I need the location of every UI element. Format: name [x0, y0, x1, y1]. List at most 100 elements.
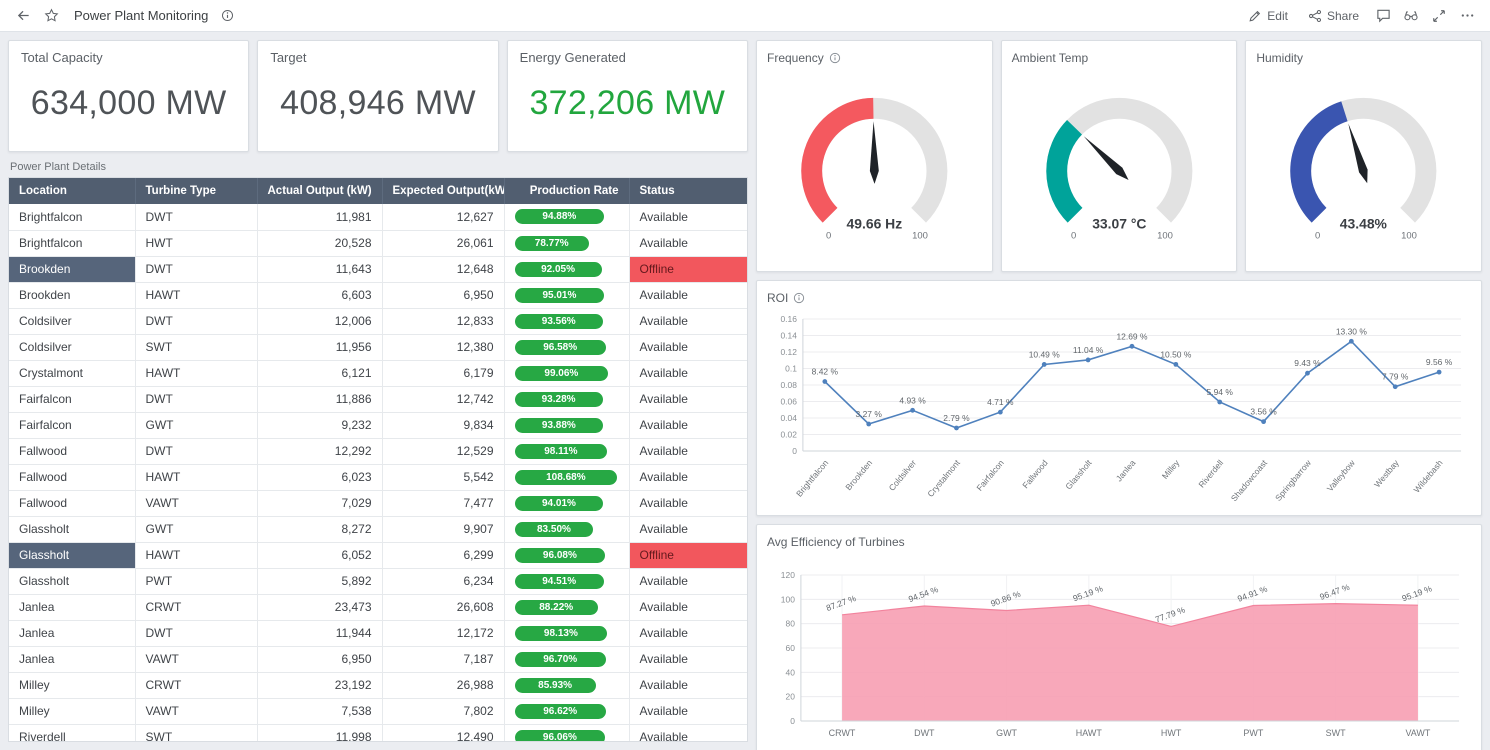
- table-row[interactable]: Janlea DWT 11,944 12,172 98.13% Available: [9, 620, 747, 647]
- table-row[interactable]: Fallwood DWT 12,292 12,529 98.11% Available: [9, 438, 747, 465]
- back-button[interactable]: [10, 4, 36, 28]
- cell-expected-output: 12,833: [382, 308, 505, 335]
- svg-text:9.43 %: 9.43 %: [1294, 358, 1321, 368]
- svg-text:13.30 %: 13.30 %: [1336, 326, 1368, 336]
- roi-point: [1041, 362, 1047, 367]
- cell-actual-output: 6,052: [257, 542, 383, 569]
- table-row[interactable]: Janlea VAWT 6,950 7,187 96.70% Available: [9, 646, 747, 673]
- views-button[interactable]: [1398, 4, 1424, 28]
- production-rate-pill: 96.06%: [514, 729, 606, 741]
- cell-expected-output: 7,187: [382, 646, 505, 673]
- svg-text:Brightfalcon: Brightfalcon: [794, 458, 831, 499]
- svg-text:11.04 %: 11.04 %: [1073, 345, 1104, 355]
- cell-production-rate: 94.88%: [504, 204, 630, 231]
- cell-actual-output: 11,956: [257, 334, 383, 361]
- production-rate-pill: 83.50%: [514, 521, 594, 537]
- table-row[interactable]: Brookden DWT 11,643 12,648 92.05% Offline: [9, 256, 747, 283]
- production-rate-pill: 92.05%: [514, 261, 602, 277]
- svg-text:100: 100: [912, 231, 928, 242]
- column-header-location[interactable]: Location: [9, 178, 136, 204]
- svg-text:90.86 %: 90.86 %: [989, 588, 1022, 608]
- fullscreen-button[interactable]: [1426, 4, 1452, 28]
- column-header-expected-output-kw[interactable]: Expected Output(kW): [382, 178, 505, 204]
- table-row[interactable]: Crystalmont HAWT 6,121 6,179 99.06% Available: [9, 360, 747, 387]
- roi-info-button[interactable]: [793, 292, 805, 304]
- column-header-production-rate[interactable]: Production Rate: [504, 178, 630, 204]
- cell-status: Available: [629, 724, 747, 741]
- cell-status: Available: [629, 698, 747, 725]
- cell-turbine-type: GWT: [135, 412, 258, 439]
- table-row[interactable]: Brightfalcon HWT 20,528 26,061 78.77% Availab…: [9, 230, 747, 257]
- cell-location: Brookden: [9, 282, 136, 309]
- cell-expected-output: 12,380: [382, 334, 505, 361]
- cell-expected-output: 12,627: [382, 204, 505, 231]
- table-row[interactable]: Fairfalcon DWT 11,886 12,742 93.28% Available: [9, 386, 747, 413]
- table-row[interactable]: Fairfalcon GWT 9,232 9,834 93.88% Available: [9, 412, 747, 439]
- production-rate-pill: 88.22%: [514, 599, 598, 615]
- more-button[interactable]: [1454, 4, 1480, 28]
- table-row[interactable]: Brightfalcon DWT 11,981 12,627 94.88% Availab…: [9, 204, 747, 231]
- dashboard-title: Power Plant Monitoring: [74, 8, 209, 23]
- svg-text:0: 0: [790, 716, 795, 726]
- column-header-actual-output-kw[interactable]: Actual Output (kW): [257, 178, 383, 204]
- cell-expected-output: 26,061: [382, 230, 505, 257]
- cell-expected-output: 6,950: [382, 282, 505, 309]
- edit-button[interactable]: Edit: [1239, 5, 1297, 27]
- cell-actual-output: 7,029: [257, 490, 383, 517]
- svg-text:77.79 %: 77.79 %: [1154, 604, 1187, 624]
- cell-production-rate: 92.05%: [504, 256, 630, 283]
- column-header-turbine-type[interactable]: Turbine Type: [135, 178, 258, 204]
- kpi-value: 408,946 MW: [280, 84, 476, 122]
- gauge-info-button[interactable]: [829, 52, 841, 64]
- svg-text:4.71 %: 4.71 %: [987, 397, 1014, 407]
- table-row[interactable]: Riverdell SWT 11,998 12,490 96.06% Available: [9, 724, 747, 741]
- kpi-value: 372,206 MW: [529, 84, 726, 122]
- svg-text:Fallwood: Fallwood: [1020, 458, 1050, 491]
- dashboard-info-button[interactable]: [214, 4, 240, 28]
- share-button[interactable]: Share: [1299, 5, 1368, 27]
- gauge-title-row: Frequency: [767, 49, 982, 67]
- svg-text:96.47 %: 96.47 %: [1318, 582, 1351, 602]
- table-row[interactable]: Janlea CRWT 23,473 26,608 88.22% Available: [9, 594, 747, 621]
- table-row[interactable]: Milley CRWT 23,192 26,988 85.93% Available: [9, 672, 747, 699]
- table-row[interactable]: Fallwood VAWT 7,029 7,477 94.01% Available: [9, 490, 747, 517]
- svg-text:DWT: DWT: [914, 728, 935, 738]
- svg-text:87.27 %: 87.27 %: [825, 593, 858, 613]
- table-row[interactable]: Milley VAWT 7,538 7,802 96.62% Available: [9, 698, 747, 725]
- cell-actual-output: 20,528: [257, 230, 383, 257]
- cell-location: Brookden: [9, 256, 136, 283]
- production-rate-pill: 108.68%: [514, 469, 618, 485]
- star-icon: [44, 8, 58, 22]
- gauge-dial: 33.07 °C 0 100: [1046, 98, 1192, 242]
- production-rate-pill: 96.58%: [514, 339, 606, 355]
- cell-production-rate: 85.93%: [504, 672, 630, 699]
- favorite-button[interactable]: [38, 4, 64, 28]
- svg-text:SWT: SWT: [1326, 728, 1346, 738]
- svg-text:0.1: 0.1: [785, 363, 797, 373]
- roi-point: [822, 379, 828, 384]
- svg-text:3.56 %: 3.56 %: [1250, 407, 1277, 417]
- table-row[interactable]: Coldsilver SWT 11,956 12,380 96.58% Available: [9, 334, 747, 361]
- table-section-label: Power Plant Details: [10, 161, 106, 173]
- cell-location: Fairfalcon: [9, 412, 136, 439]
- efficiency-chart-card: Avg Efficiency of Turbines 0 20 40 60 80 100 1…: [756, 524, 1482, 750]
- gauge-needle: [1348, 123, 1368, 184]
- table-row[interactable]: Glassholt HAWT 6,052 6,299 96.08% Offline: [9, 542, 747, 569]
- cell-expected-output: 12,529: [382, 438, 505, 465]
- production-rate-pill: 93.28%: [514, 391, 603, 407]
- table-row[interactable]: Fallwood HAWT 6,023 5,542 108.68% Available: [9, 464, 747, 491]
- cell-actual-output: 11,886: [257, 386, 383, 413]
- comment-button[interactable]: [1370, 4, 1396, 28]
- production-rate-pill: 78.77%: [514, 235, 589, 251]
- table-row[interactable]: Glassholt GWT 8,272 9,907 83.50% Available: [9, 516, 747, 543]
- table-row[interactable]: Coldsilver DWT 12,006 12,833 93.56% Available: [9, 308, 747, 335]
- column-header-status[interactable]: Status: [629, 178, 747, 204]
- cell-production-rate: 93.28%: [504, 386, 630, 413]
- svg-text:0.04: 0.04: [780, 413, 797, 423]
- cell-actual-output: 11,643: [257, 256, 383, 283]
- table-row[interactable]: Brookden HAWT 6,603 6,950 95.01% Available: [9, 282, 747, 309]
- cell-actual-output: 8,272: [257, 516, 383, 543]
- production-rate-pill: 98.11%: [514, 443, 608, 459]
- table-row[interactable]: Glassholt PWT 5,892 6,234 94.51% Available: [9, 568, 747, 595]
- cell-expected-output: 6,299: [382, 542, 505, 569]
